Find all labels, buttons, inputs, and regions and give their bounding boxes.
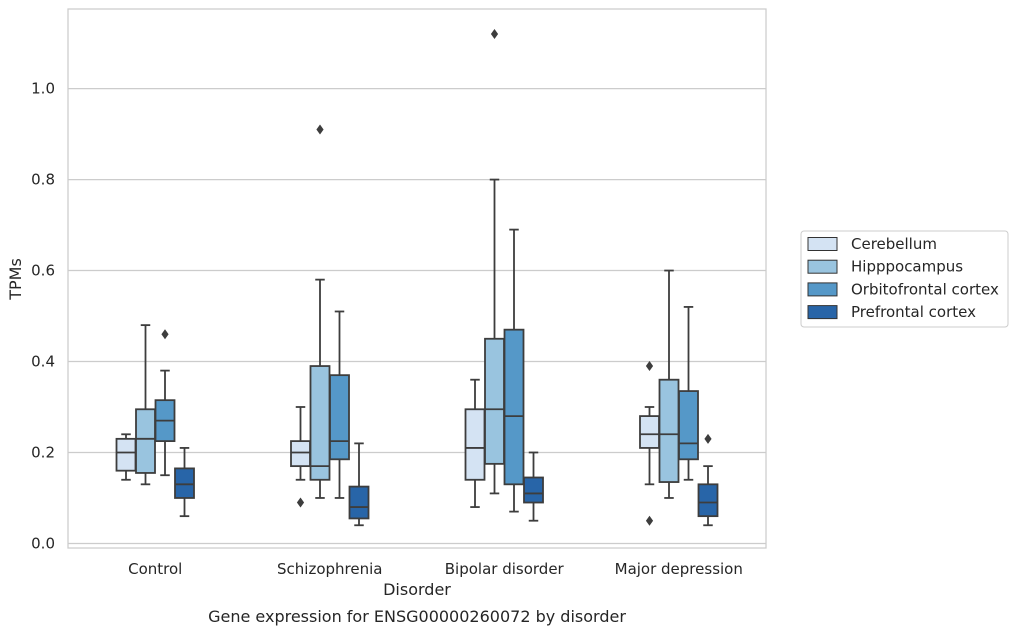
box-iqr [639,415,660,449]
legend-swatch [807,237,838,251]
legend-swatch [807,305,838,320]
outlier-point [490,29,499,40]
box-group [329,310,350,499]
plot-area-frame [67,8,767,549]
y-tick-labels: 0.0 0.2 0.4 0.6 0.8 1.0 [31,80,55,553]
box-group [309,124,331,499]
box-group [503,228,525,513]
box-iqr [329,374,350,461]
outlier-point [645,515,654,526]
outlier-point [704,433,712,444]
box-group [348,442,370,527]
x-axis-label: Disorder [383,580,451,599]
box-marks [115,29,719,527]
y-tick-label: 0.6 [31,262,55,280]
box-group [484,29,505,495]
box-iqr [115,437,137,472]
box-iqr [503,328,525,486]
legend-frame [800,230,1009,328]
box-iqr [658,378,680,483]
box-iqr [174,467,195,499]
box-group [174,447,195,518]
box-group [290,406,311,508]
box-group [658,269,680,499]
outlier-point [161,329,169,340]
y-tick-label: 0.0 [31,534,55,552]
box-iqr [309,365,331,481]
box-group [115,433,137,481]
box-group [135,324,156,486]
legend: Cerebellum Hipppocampus Orbitofrontal cort… [800,230,1009,328]
y-tick-label: 0.8 [31,171,55,189]
outlier-point [645,361,654,372]
legend-swatch [807,259,838,274]
box-iqr [697,483,719,518]
x-tick-label: Bipolar disorder [445,560,565,578]
box-group [523,451,544,522]
box-iqr [348,485,370,520]
legend-label: Prefrontal cortex [851,303,976,321]
y-tick-label: 0.2 [31,443,55,461]
x-tick-label: Schizophrenia [277,560,382,578]
x-tick-label: Control [128,560,182,578]
legend-label: Hipppocampus [851,258,963,276]
box-iqr [290,440,311,468]
outlier-point [296,497,305,508]
y-tick-label: 1.0 [31,80,55,98]
box-group [697,433,719,527]
box-group [678,306,699,481]
box-iqr [484,337,505,465]
chart-caption: Gene expression for ENSG00000260072 by d… [208,607,626,626]
x-tick-labels: Control Schizophrenia Bipolar disorder Majo… [128,560,743,578]
outlier-point [316,124,324,135]
x-tick-label: Major depression [615,560,743,578]
box-group [464,378,486,508]
box-iqr [678,390,699,461]
box-iqr [523,476,544,504]
box-group [639,361,660,526]
box-iqr [135,408,156,474]
box-group [154,329,176,477]
y-tick-label: 0.4 [31,353,55,371]
legend-label: Cerebellum [851,235,937,253]
legend-swatch [807,282,838,297]
y-axis-label: TPMs [6,258,25,301]
box-iqr [464,408,486,481]
legend-label: Orbitofrontal cortex [851,280,999,298]
